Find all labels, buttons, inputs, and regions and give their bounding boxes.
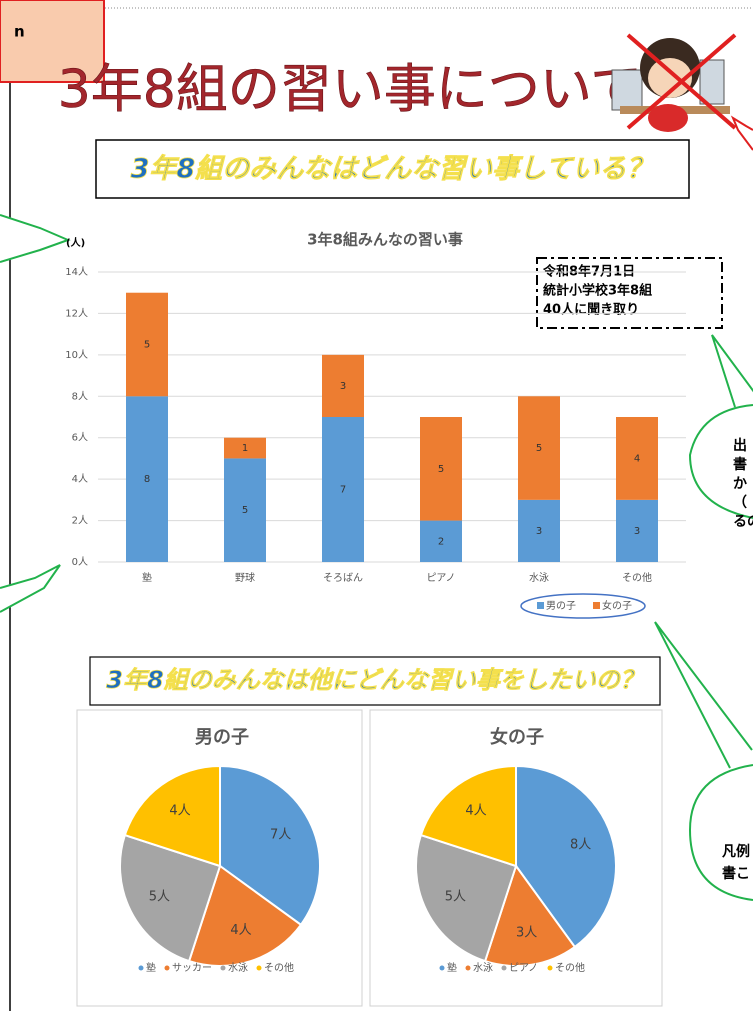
legend-marker xyxy=(257,966,262,971)
data-label: 7 xyxy=(340,485,346,496)
legend-marker xyxy=(440,966,445,971)
callout-text: 書こ xyxy=(722,865,750,882)
slice-label: 8人 xyxy=(570,837,591,852)
legend-swatch xyxy=(537,602,544,609)
page-title: 3年8組の習い事について xyxy=(58,60,643,120)
red-arrow xyxy=(733,118,753,150)
callout-text: 凡例 xyxy=(722,843,750,860)
x-tick-label: 水泳 xyxy=(529,572,549,584)
banner-text: 3年8組のみんなは他にどんな習い事をしたいの？ xyxy=(106,666,643,694)
chart-title: 男の子 xyxy=(195,727,249,748)
legend-label: 塾 xyxy=(146,961,156,974)
slice-label: 4人 xyxy=(169,803,190,818)
x-tick-label: その他 xyxy=(622,571,652,584)
y-tick-label: 12人 xyxy=(65,307,88,319)
legend-marker xyxy=(466,966,471,971)
callout-arrow xyxy=(0,565,60,612)
data-label: 1 xyxy=(242,443,248,454)
legend-marker xyxy=(139,966,144,971)
callout-text: （ xyxy=(733,495,747,511)
banner-text: 3年8組のみんなはどんな習い事している？ xyxy=(131,154,654,185)
legend-marker xyxy=(165,966,170,971)
data-label: 8 xyxy=(144,474,150,485)
note-line: 40人に聞き取り xyxy=(543,302,639,318)
legend-label: 水泳 xyxy=(228,962,248,974)
legend-label: その他 xyxy=(555,961,585,974)
legend-marker xyxy=(502,966,507,971)
data-label: 2 xyxy=(438,536,444,547)
x-tick-label: そろばん xyxy=(323,572,363,584)
x-tick-label: 塾 xyxy=(142,571,152,584)
slice-label: 4人 xyxy=(230,923,251,938)
data-label: 5 xyxy=(536,443,542,454)
data-label: 5 xyxy=(144,340,150,351)
callout-text: るの xyxy=(733,514,753,530)
legend-marker xyxy=(221,966,226,971)
callout-text: 書 xyxy=(733,456,747,473)
y-tick-label: 10人 xyxy=(65,349,88,361)
chart-title: 女の子 xyxy=(490,726,544,748)
callout-text: か xyxy=(733,476,747,492)
data-label: 4 xyxy=(634,453,640,464)
side-note: n xyxy=(14,23,25,41)
y-tick-label: 6人 xyxy=(72,432,88,444)
chart-title: 3年8組みんなの習い事 xyxy=(307,231,463,249)
slice-label: 5人 xyxy=(445,889,466,904)
y-tick-label: 0人 xyxy=(72,556,88,568)
slice-label: 7人 xyxy=(270,828,291,843)
data-label: 5 xyxy=(242,505,248,516)
legend-label: ピアノ xyxy=(509,962,538,974)
data-label: 3 xyxy=(634,526,640,537)
document: n 3年8組の習い事について 3年8組のみんなはどんな習い事している？ 3年8組… xyxy=(0,0,753,1011)
y-tick-label: 14人 xyxy=(65,266,88,278)
data-label: 3 xyxy=(340,381,346,392)
legend-label: サッカー xyxy=(172,962,212,974)
legend-swatch xyxy=(593,602,600,609)
legend-label: 男の子 xyxy=(546,600,576,612)
slice-label: 3人 xyxy=(516,926,537,941)
data-label: 3 xyxy=(536,526,542,537)
y-tick-label: 4人 xyxy=(72,473,88,485)
y-tick-label: 2人 xyxy=(72,515,88,527)
x-tick-label: 野球 xyxy=(235,571,255,584)
legend-label: 塾 xyxy=(447,961,457,974)
page: n 3年8組の習い事について 3年8組のみんなはどんな習い事している？ 3年8組… xyxy=(0,0,753,1011)
x-tick-label: ピアノ xyxy=(426,572,455,584)
slice-label: 4人 xyxy=(465,803,486,818)
y-tick-label: 8人 xyxy=(72,390,88,402)
legend-label: 水泳 xyxy=(473,962,493,974)
y-axis-label: (人) xyxy=(66,236,85,249)
data-label: 5 xyxy=(438,464,444,475)
callout-arrow xyxy=(0,215,68,262)
slice-label: 5人 xyxy=(149,889,170,904)
legend-marker xyxy=(548,966,553,971)
legend-label: その他 xyxy=(264,961,294,974)
callout-text: 出 xyxy=(733,437,747,454)
note-line: 統計小学校3年8組 xyxy=(543,283,652,299)
legend-label: 女の子 xyxy=(602,599,632,612)
